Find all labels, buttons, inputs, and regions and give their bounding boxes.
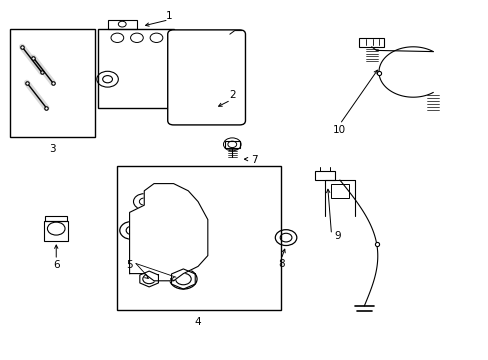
Text: 3: 3 [49,144,56,154]
Bar [117,166,281,310]
Text: 9: 9 [333,231,340,241]
Bar [107,20,137,29]
Bar [45,216,67,221]
Bar [173,84,184,93]
Bar [359,38,383,47]
Bar [10,29,95,137]
Bar [173,71,184,80]
Polygon shape [129,184,207,281]
Bar [315,171,334,180]
Bar [173,35,184,44]
Bar [173,60,184,69]
FancyBboxPatch shape [167,30,245,125]
Bar [224,141,239,148]
Text: 2: 2 [228,90,235,100]
Text: 10: 10 [333,125,346,135]
Text: 5: 5 [126,260,133,270]
Text: 1: 1 [165,11,172,21]
Text: 8: 8 [277,258,284,269]
Bar [44,221,68,241]
Text: 7: 7 [250,155,257,165]
Text: 4: 4 [194,317,201,327]
Bar [173,48,184,57]
Text: 6: 6 [53,260,60,270]
Bar [98,29,173,108]
Bar [173,96,184,105]
Bar [330,184,348,198]
